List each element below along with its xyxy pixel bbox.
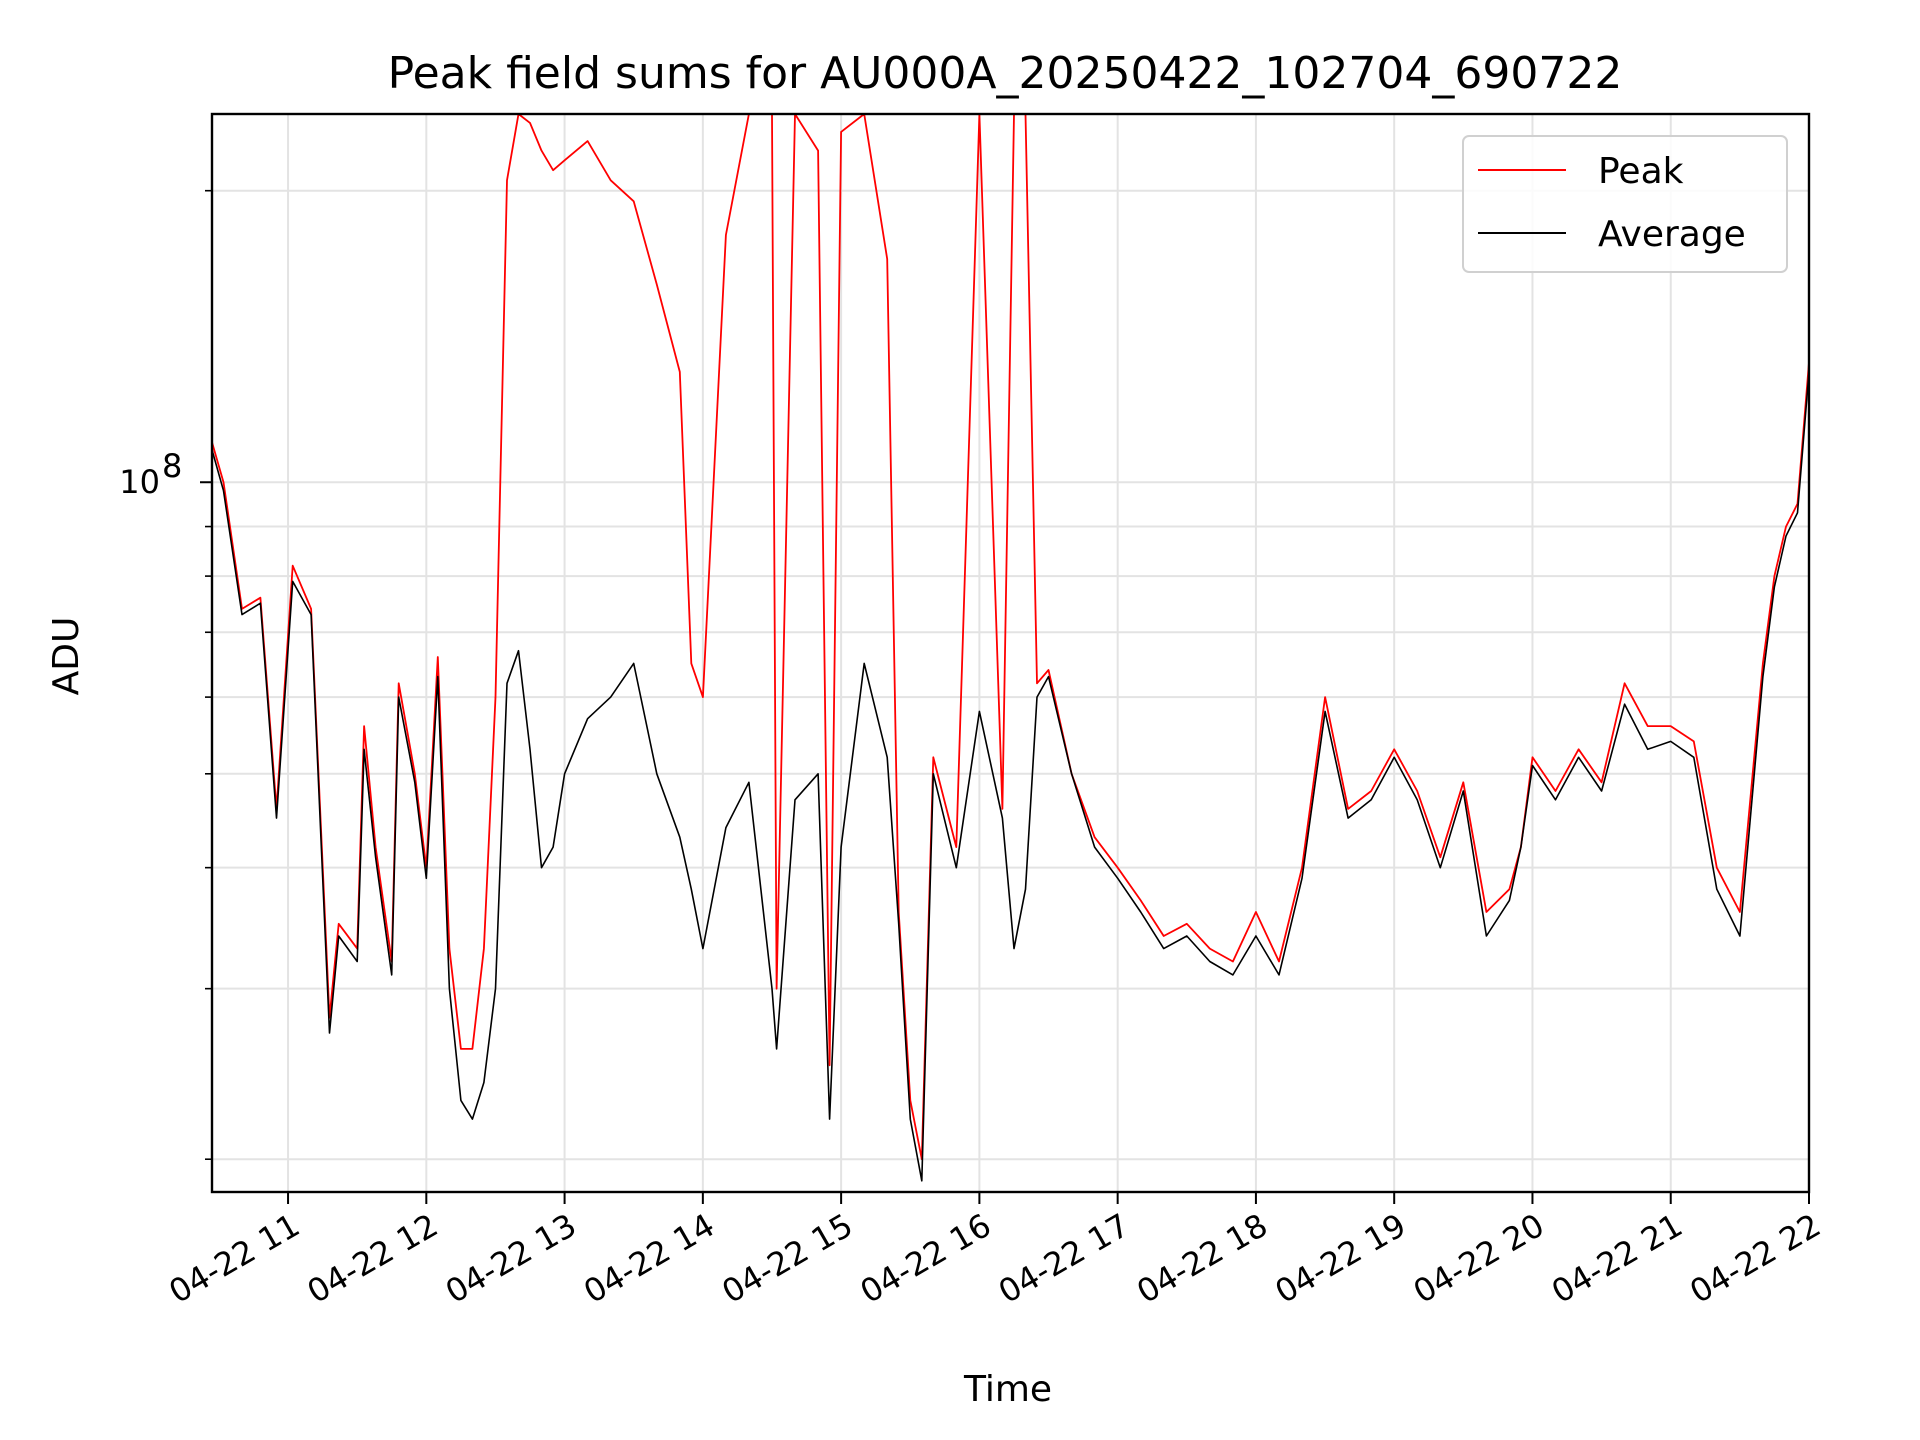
x-tick-label: 04-22 17 <box>992 1206 1136 1311</box>
legend-label-average: Average <box>1598 214 1746 255</box>
x-tick-label: 04-22 12 <box>301 1206 445 1311</box>
x-tick-label: 04-22 15 <box>716 1206 860 1311</box>
x-tick-label: 04-22 11 <box>162 1206 306 1311</box>
y-axis-label: ADU <box>46 617 87 696</box>
x-tick-label: 04-22 16 <box>854 1206 998 1311</box>
x-axis-label: Time <box>963 1369 1052 1410</box>
x-tick-label: 04-22 14 <box>577 1206 721 1311</box>
x-tick-label: 04-22 19 <box>1269 1206 1413 1311</box>
x-tick-label: 04-22 22 <box>1683 1206 1827 1311</box>
legend-label-peak: Peak <box>1598 151 1684 192</box>
x-tick-label: 04-22 18 <box>1130 1206 1274 1311</box>
series-line-average <box>211 371 1810 1182</box>
x-tick-label: 04-22 21 <box>1545 1206 1689 1311</box>
plot-frame <box>210 112 1811 1194</box>
x-tick-label: 04-22 20 <box>1407 1206 1551 1311</box>
plot-area <box>210 112 1811 1194</box>
y-tick-label: 10 <box>119 463 160 501</box>
x-tick-label: 04-22 13 <box>439 1206 583 1311</box>
y-tick-exponent: 8 <box>162 447 182 485</box>
y-ticks: 10 8 <box>119 189 212 1161</box>
chart-title: Peak field sums for AU000A_20250422_1027… <box>388 48 1623 99</box>
legend: Peak Average <box>1462 135 1788 273</box>
